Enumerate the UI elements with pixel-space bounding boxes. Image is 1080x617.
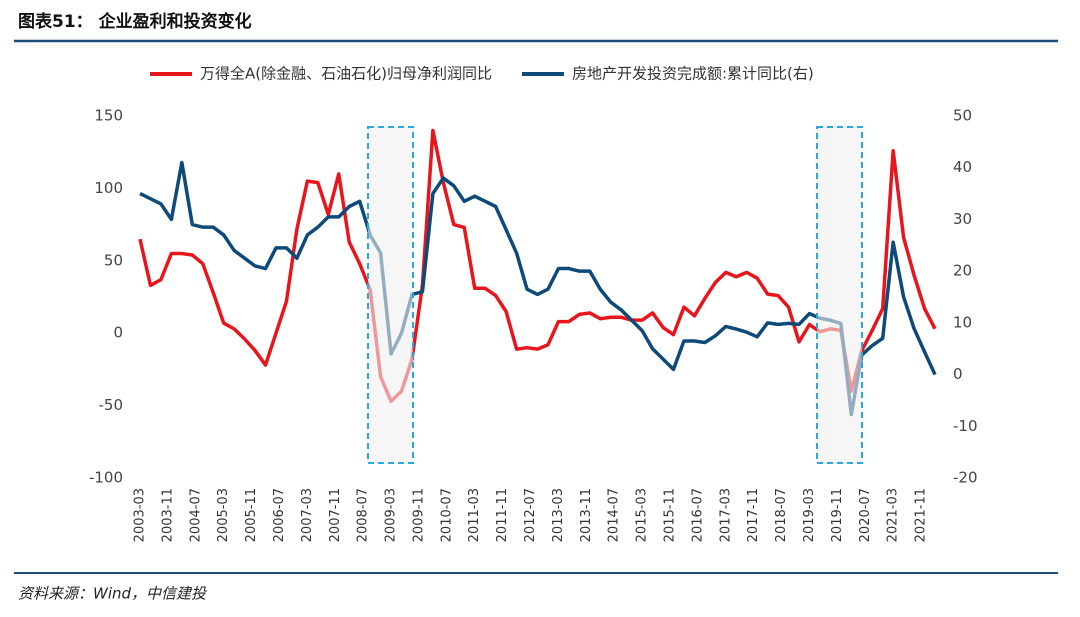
x-tick-label: 2006-07 xyxy=(272,488,287,542)
x-tick-label: 2012-07 xyxy=(523,488,538,542)
x-tick-label: 2017-11 xyxy=(746,488,761,542)
x-tick-label: 2019-03 xyxy=(802,488,817,542)
y-tick-label: 50 xyxy=(104,251,123,269)
x-tick-label: 2017-03 xyxy=(718,488,733,542)
legend-label: 万得全A(除金融、石油石化)归母净利润同比 xyxy=(200,65,492,83)
y-tick-label: -50 xyxy=(99,396,124,414)
y2-tick-label: -20 xyxy=(953,469,978,487)
y2-tick-label: 40 xyxy=(953,158,972,176)
x-tick-label: 2013-03 xyxy=(551,488,566,542)
x-tick-label: 2005-11 xyxy=(244,488,259,542)
x-tick-label: 2003-03 xyxy=(133,488,148,542)
x-tick-label: 2005-03 xyxy=(216,488,231,542)
series-line xyxy=(138,128,937,404)
x-tick-label: 2009-11 xyxy=(411,488,426,542)
x-tick-label: 2019-11 xyxy=(830,488,845,542)
highlight-box xyxy=(816,126,863,464)
x-tick-label: 2021-11 xyxy=(914,488,929,542)
y2-tick-label: -10 xyxy=(953,417,978,435)
x-tick-label: 2015-03 xyxy=(635,488,650,542)
x-tick-label: 2008-07 xyxy=(356,488,371,542)
y-tick-label: 0 xyxy=(113,324,123,342)
x-tick-label: 2007-03 xyxy=(300,488,315,542)
x-tick-label: 2018-07 xyxy=(774,488,789,542)
y2-tick-label: 10 xyxy=(953,313,972,331)
source: 资料来源：Wind，中信建投 xyxy=(18,585,208,603)
series-line xyxy=(139,160,937,417)
legend-label: 房地产开发投资完成额:累计同比(右) xyxy=(572,65,814,83)
x-tick-label: 2021-03 xyxy=(886,488,901,542)
y-tick-label: 150 xyxy=(94,107,123,125)
x-tick-label: 2013-11 xyxy=(579,488,594,542)
y2-tick-label: 30 xyxy=(953,210,972,228)
y2-tick-label: 50 xyxy=(953,107,972,125)
x-tick-label: 2016-07 xyxy=(690,488,705,542)
x-tick-label: 2010-07 xyxy=(439,488,454,542)
x-tick-label: 2003-11 xyxy=(160,488,175,542)
plot: -100-50050100150-20-10010203040502003-03… xyxy=(89,65,978,543)
x-tick-label: 2009-03 xyxy=(384,488,399,542)
x-tick-label: 2004-07 xyxy=(188,488,203,542)
x-tick-label: 2020-07 xyxy=(858,488,873,542)
y2-tick-label: 20 xyxy=(953,262,972,280)
x-tick-label: 2015-11 xyxy=(663,488,678,542)
y-tick-label: 100 xyxy=(94,179,123,197)
highlight-box xyxy=(367,126,414,464)
x-tick-label: 2007-11 xyxy=(328,488,343,542)
x-tick-label: 2011-11 xyxy=(495,488,510,542)
chart-title: 图表51： 企业盈利和投资变化 xyxy=(18,11,252,32)
x-tick-label: 2014-07 xyxy=(607,488,622,542)
y2-tick-label: 0 xyxy=(953,365,963,383)
x-tick-label: 2011-03 xyxy=(467,488,482,542)
y-tick-label: -100 xyxy=(89,469,123,487)
